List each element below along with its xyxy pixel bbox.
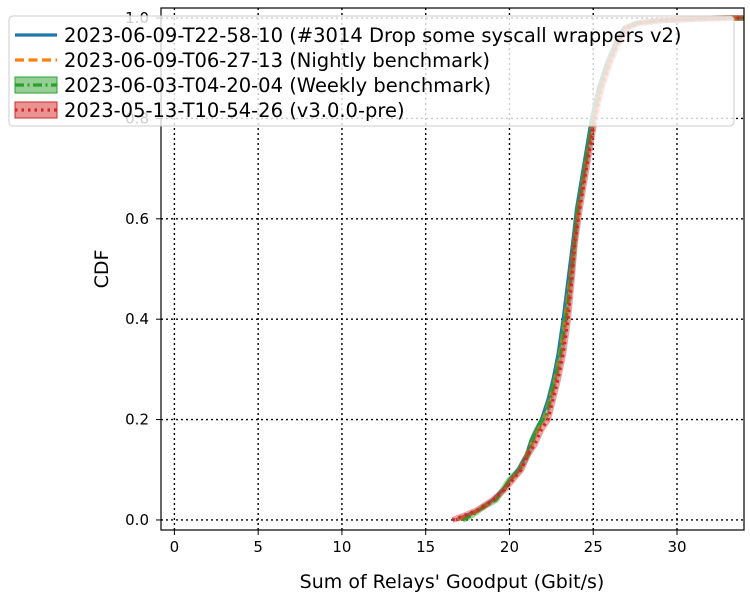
y-tick-label: 0.2 xyxy=(125,411,149,429)
legend-label-2: 2023-06-03-T04-20-04 (Weekly benchmark) xyxy=(64,74,491,97)
y-tick-label: 0.0 xyxy=(125,511,149,529)
legend-box xyxy=(8,15,735,127)
x-tick-label: 5 xyxy=(253,538,263,556)
x-tick-label: 25 xyxy=(584,538,603,556)
legend-label-1: 2023-06-09-T06-27-13 (Nightly benchmark) xyxy=(64,49,490,72)
x-tick-label: 20 xyxy=(500,538,519,556)
y-tick-label: 0.4 xyxy=(125,310,149,328)
y-tick-label: 0.6 xyxy=(125,210,149,228)
legend: 2023-06-09-T22-58-10 (#3014 Drop some sy… xyxy=(8,15,735,127)
x-axis-label: Sum of Relays' Goodput (Gbit/s) xyxy=(300,571,605,593)
legend-label-0: 2023-06-09-T22-58-10 (#3014 Drop some sy… xyxy=(64,24,682,47)
x-tick-label: 30 xyxy=(667,538,686,556)
series-line-2 xyxy=(461,16,744,522)
legend-label-3: 2023-05-13-T10-54-26 (v3.0.0-pre) xyxy=(64,99,405,122)
y-axis-label: CDF xyxy=(91,250,113,289)
x-tick-label: 15 xyxy=(416,538,435,556)
plot-frame xyxy=(160,7,745,531)
x-tick-label: 0 xyxy=(170,538,180,556)
x-tick-label: 10 xyxy=(332,538,351,556)
